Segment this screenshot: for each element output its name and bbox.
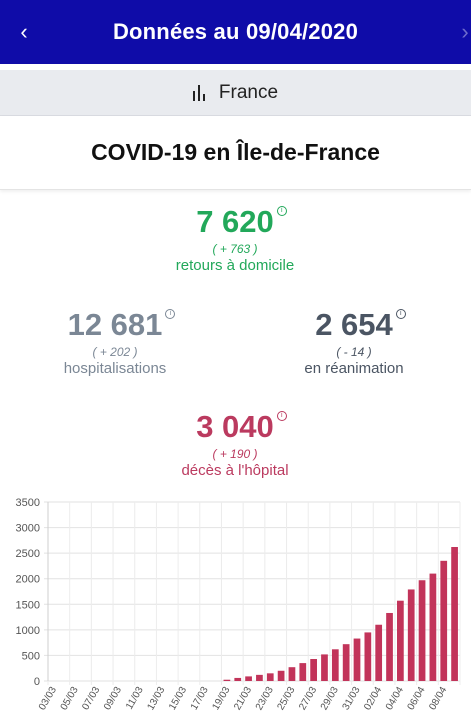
bar-27/03[interactable]	[310, 659, 317, 681]
x-tick-label: 27/03	[297, 685, 319, 713]
returns-delta: ( + 763 )	[212, 242, 258, 256]
bar-22/03[interactable]	[256, 674, 263, 681]
page-title: COVID-19 en Île-de-France	[0, 116, 471, 190]
bar-06/04[interactable]	[418, 580, 426, 681]
hospitalisations-delta: ( + 202 )	[92, 345, 138, 359]
stat-hospitalisations: 12 681 i ( + 202 ) hospitalisations	[15, 307, 215, 377]
icu-delta: ( - 14 )	[336, 345, 372, 359]
bar-04/04[interactable]	[397, 600, 404, 681]
x-tick-label: 19/03	[210, 685, 232, 713]
hospitalisations-value: 12 681	[67, 307, 163, 342]
x-tick-label: 08/04	[427, 685, 449, 713]
x-tick-label: 03/03	[37, 685, 59, 713]
bar-chart-icon	[192, 84, 205, 101]
icu-value: 2 654	[315, 307, 393, 342]
x-tick-label: 09/03	[102, 685, 124, 713]
x-tick-label: 06/04	[406, 685, 428, 713]
x-tick-label: 15/03	[167, 685, 189, 713]
y-tick-label: 3000	[16, 523, 40, 535]
x-tick-label: 05/03	[59, 685, 81, 713]
bar-20/03[interactable]	[234, 677, 242, 681]
y-tick-label: 1500	[16, 599, 40, 611]
y-tick-label: 1000	[16, 625, 40, 637]
bar-21/03[interactable]	[245, 676, 252, 681]
deaths-value: 3 040	[196, 409, 274, 444]
bar-31/03[interactable]	[353, 638, 361, 681]
info-icon[interactable]: i	[165, 309, 176, 319]
returns-value: 7 620	[196, 204, 274, 239]
x-tick-label: 17/03	[189, 685, 211, 713]
bar-28/03[interactable]	[321, 654, 328, 681]
x-tick-label: 04/04	[384, 685, 406, 713]
info-icon[interactable]: i	[395, 309, 406, 319]
deaths-delta: ( + 190 )	[212, 447, 258, 461]
bar-24/03[interactable]	[277, 670, 285, 681]
stat-icu: 2 654 i ( - 14 ) en réanimation	[254, 307, 454, 377]
chevron-left-icon[interactable]: ‹	[20, 19, 28, 44]
chevron-right-icon[interactable]: ›	[461, 19, 469, 44]
x-tick-label: 02/04	[362, 685, 384, 713]
stat-deaths: 3 040 i ( + 190 ) décès à l'hôpital	[135, 409, 335, 479]
bar-01/04[interactable]	[364, 632, 372, 681]
x-tick-label: 29/03	[319, 685, 341, 713]
region-selector[interactable]: France	[0, 70, 471, 116]
bar-19/03[interactable]	[223, 679, 231, 681]
info-icon[interactable]: i	[276, 411, 287, 421]
bar-05/04[interactable]	[407, 589, 415, 681]
y-tick-label: 500	[22, 650, 40, 662]
x-tick-label: 11/03	[124, 685, 146, 712]
hospitalisations-label: hospitalisations	[63, 360, 167, 377]
bar-30/03[interactable]	[342, 644, 350, 681]
x-tick-label: 07/03	[80, 685, 102, 713]
x-tick-label: 31/03	[341, 685, 363, 713]
bar-09/04[interactable]	[451, 547, 458, 681]
top-bar: ‹ Données au 09/04/2020 ›	[0, 0, 471, 64]
x-tick-label: 21/03	[232, 685, 254, 713]
y-tick-label: 2000	[16, 574, 40, 586]
bar-23/03[interactable]	[266, 673, 274, 681]
returns-label: retours à domicile	[175, 257, 295, 274]
bar-26/03[interactable]	[299, 663, 307, 681]
y-tick-label: 2500	[16, 548, 40, 560]
bar-02/04[interactable]	[375, 624, 383, 681]
stat-returns: 7 620 i ( + 763 ) retours à domicile	[135, 204, 335, 274]
bar-08/04[interactable]	[440, 560, 448, 681]
bar-29/03[interactable]	[331, 649, 339, 681]
x-tick-label: 23/03	[254, 685, 276, 713]
y-tick-label: 3500	[16, 497, 40, 509]
info-icon[interactable]: i	[276, 206, 287, 216]
icu-label: en réanimation	[304, 360, 404, 377]
y-tick-label: 0	[34, 676, 40, 688]
deaths-bar-chart: 0 500 1000 1500 2000 2500 3000 3500 03/03 05/03 07…	[16, 497, 461, 713]
bar-07/04[interactable]	[429, 573, 437, 681]
deaths-label: décès à l'hôpital	[181, 462, 289, 479]
x-tick-label: 13/03	[145, 685, 167, 713]
bar-03/04[interactable]	[386, 612, 393, 681]
bar-25/03[interactable]	[288, 667, 296, 681]
x-tick-label: 25/03	[276, 685, 298, 713]
region-label: France	[218, 81, 279, 103]
date-title: Données au 09/04/2020	[112, 19, 359, 44]
